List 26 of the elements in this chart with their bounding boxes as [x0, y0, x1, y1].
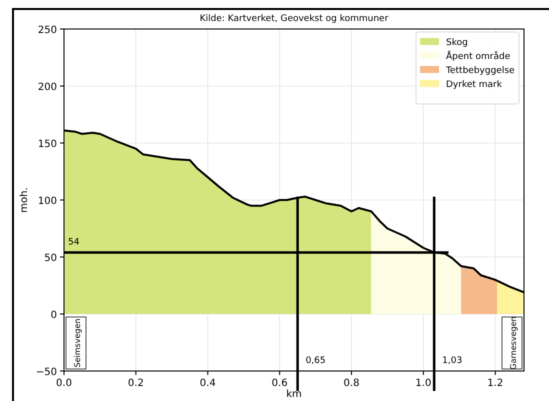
legend-label: Skog: [446, 38, 468, 48]
x-tick-label: 0.8: [344, 378, 360, 389]
annotation: Garnesvegen: [509, 316, 518, 370]
y-tick-label: 100: [38, 196, 57, 207]
ref-line-label: 1,03: [442, 356, 462, 366]
y-tick-label: 150: [38, 139, 57, 150]
legend-label: Åpent område: [446, 50, 511, 62]
x-tick-label: 0.4: [200, 378, 216, 389]
y-tick-label: 0: [50, 310, 57, 321]
ref-line-label: 0,65: [306, 356, 326, 366]
x-tick-label: 1.0: [415, 378, 432, 389]
x-axis-title: km: [286, 389, 302, 400]
annotation: Seimsvegen: [73, 318, 82, 368]
x-tick-label: 0.6: [272, 378, 288, 389]
x-tick-label: 1.2: [487, 378, 504, 389]
y-tick-label: 200: [38, 82, 57, 93]
legend-label: Dyrket mark: [446, 80, 503, 90]
x-tick-label: 0.0: [56, 378, 72, 389]
chart-title: Kilde: Kartverket, Geovekst og kommuner: [200, 14, 389, 24]
y-tick-label: 50: [44, 253, 57, 264]
y-tick-label: −50: [36, 367, 57, 378]
y-tick-label: 250: [38, 25, 57, 36]
y-axis-title: moh.: [19, 187, 30, 213]
x-tick-label: 0.2: [128, 378, 144, 389]
ref-line-label: 54: [68, 237, 80, 248]
legend-label: Tettbebyggelse: [445, 66, 516, 76]
